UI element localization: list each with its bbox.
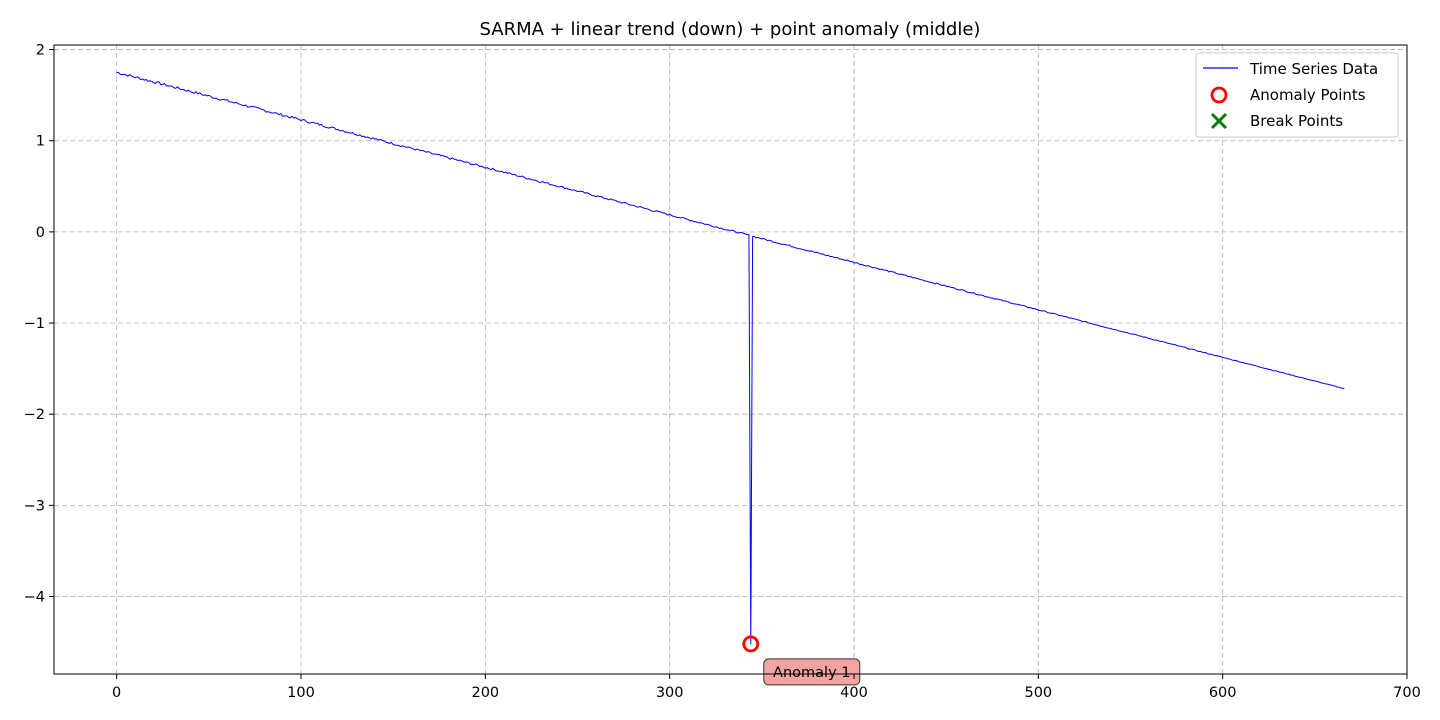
series-layer bbox=[116, 71, 1345, 645]
x-tick-label: 0 bbox=[112, 685, 121, 701]
x-tick-label: 500 bbox=[1024, 685, 1052, 701]
y-tick-label: −2 bbox=[24, 407, 45, 423]
x-tick-label: 700 bbox=[1393, 685, 1421, 701]
y-tick-label: −1 bbox=[24, 316, 45, 332]
legend-box bbox=[1195, 52, 1399, 138]
x-tick-label: 600 bbox=[1209, 685, 1237, 701]
series-line-time-series bbox=[116, 71, 1345, 645]
y-tick-label: 2 bbox=[36, 43, 45, 59]
anomaly-layer: Anomaly 1 bbox=[742, 635, 861, 686]
anomaly-marker bbox=[742, 635, 760, 653]
plot-frame bbox=[53, 44, 1408, 675]
legend-label-anomaly: Anomaly Points bbox=[1250, 86, 1366, 104]
legend-label-time-series: Time Series Data bbox=[1249, 60, 1378, 78]
x-tick-label: 100 bbox=[287, 685, 315, 701]
anomaly-label: Anomaly 1 bbox=[773, 665, 850, 681]
x-tick-label: 400 bbox=[840, 685, 868, 701]
y-tick-label: −3 bbox=[24, 498, 45, 514]
y-tick-label: 0 bbox=[36, 225, 45, 241]
x-tick-label: 200 bbox=[471, 685, 499, 701]
anomaly-label-box bbox=[763, 658, 861, 686]
y-axis-ticks: 2 1 0 −1 −2 −3 −4 bbox=[24, 43, 54, 606]
legend-swatch-break bbox=[1210, 112, 1228, 130]
chart-title: SARMA + linear trend (down) + point anom… bbox=[480, 19, 981, 40]
y-tick-label: 1 bbox=[36, 134, 45, 150]
x-axis-ticks: 0 100 200 300 400 500 600 700 bbox=[112, 674, 1421, 701]
legend-swatch-anomaly bbox=[1210, 86, 1228, 104]
legend: Time Series Data Anomaly Points Break Po… bbox=[1195, 52, 1399, 138]
x-tick-label: 300 bbox=[656, 685, 684, 701]
legend-label-break: Break Points bbox=[1250, 112, 1343, 130]
y-tick-label: −4 bbox=[24, 590, 45, 606]
